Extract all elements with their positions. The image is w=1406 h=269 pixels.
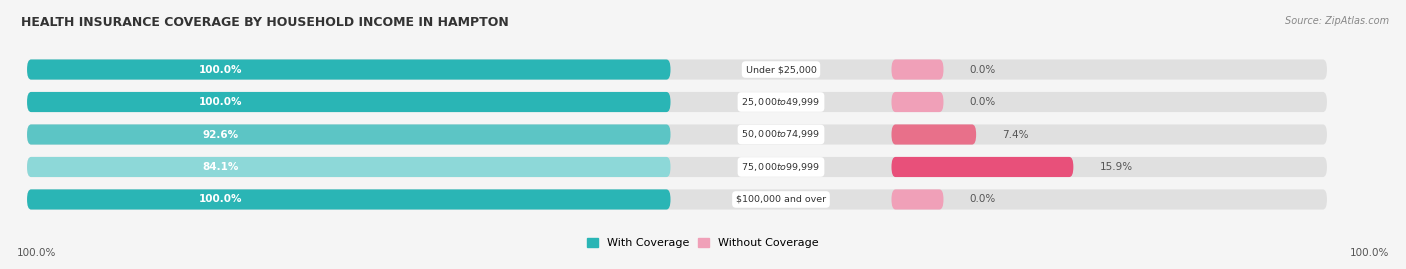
Text: 84.1%: 84.1% xyxy=(202,162,238,172)
FancyBboxPatch shape xyxy=(27,189,671,210)
Text: 15.9%: 15.9% xyxy=(1099,162,1132,172)
Text: 100.0%: 100.0% xyxy=(17,248,56,258)
FancyBboxPatch shape xyxy=(891,92,943,112)
Text: $50,000 to $74,999: $50,000 to $74,999 xyxy=(741,129,821,140)
Text: $25,000 to $49,999: $25,000 to $49,999 xyxy=(741,96,821,108)
Text: 100.0%: 100.0% xyxy=(198,65,242,75)
Text: 7.4%: 7.4% xyxy=(1002,129,1029,140)
Text: 0.0%: 0.0% xyxy=(970,97,995,107)
FancyBboxPatch shape xyxy=(891,157,1073,177)
FancyBboxPatch shape xyxy=(891,189,943,210)
Text: $75,000 to $99,999: $75,000 to $99,999 xyxy=(741,161,821,173)
FancyBboxPatch shape xyxy=(27,157,1327,177)
FancyBboxPatch shape xyxy=(891,59,943,80)
Legend: With Coverage, Without Coverage: With Coverage, Without Coverage xyxy=(582,233,824,253)
Text: 0.0%: 0.0% xyxy=(970,65,995,75)
FancyBboxPatch shape xyxy=(27,92,1327,112)
FancyBboxPatch shape xyxy=(27,125,1327,144)
FancyBboxPatch shape xyxy=(27,157,671,177)
Text: 100.0%: 100.0% xyxy=(198,194,242,204)
FancyBboxPatch shape xyxy=(27,189,1327,210)
Text: $100,000 and over: $100,000 and over xyxy=(735,195,827,204)
Text: Source: ZipAtlas.com: Source: ZipAtlas.com xyxy=(1285,16,1389,26)
Text: Under $25,000: Under $25,000 xyxy=(745,65,817,74)
Text: 100.0%: 100.0% xyxy=(1350,248,1389,258)
FancyBboxPatch shape xyxy=(27,92,671,112)
Text: 92.6%: 92.6% xyxy=(202,129,238,140)
FancyBboxPatch shape xyxy=(27,125,671,144)
FancyBboxPatch shape xyxy=(27,59,671,80)
FancyBboxPatch shape xyxy=(891,125,976,144)
FancyBboxPatch shape xyxy=(27,59,1327,80)
Text: 0.0%: 0.0% xyxy=(970,194,995,204)
Text: 100.0%: 100.0% xyxy=(198,97,242,107)
Text: HEALTH INSURANCE COVERAGE BY HOUSEHOLD INCOME IN HAMPTON: HEALTH INSURANCE COVERAGE BY HOUSEHOLD I… xyxy=(21,16,509,29)
